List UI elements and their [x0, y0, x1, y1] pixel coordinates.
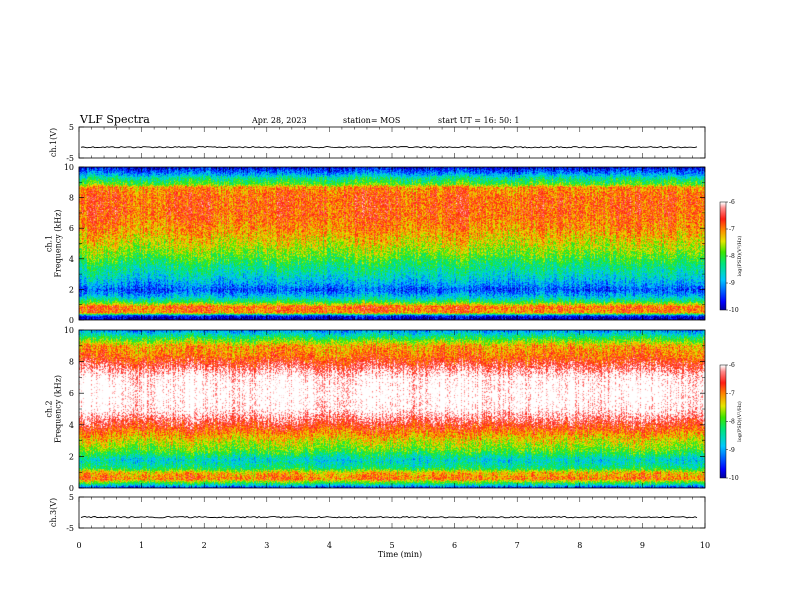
date-label: Apr. 28, 2023: [251, 116, 307, 125]
colorbar-tick-label: -7: [729, 390, 735, 397]
x-tick-label: 1: [139, 541, 144, 550]
y-axis-label: Frequency (kHz): [54, 209, 63, 277]
waveform-line: [80, 145, 698, 149]
x-tick-label: 6: [452, 541, 457, 550]
ch2-spectrogram-panel: 0 2 4 6 8 10 ch.2 Frequency (kHz): [45, 326, 706, 493]
colorbar-tick-label: -7: [729, 226, 735, 233]
colorbar-tick-label: -10: [729, 475, 739, 482]
y-tick-label: 8: [69, 358, 74, 367]
x-tick-label: 4: [327, 541, 332, 550]
y-tick-label: 4: [69, 255, 74, 264]
x-tick-label: 8: [577, 541, 582, 550]
time-axis: 0 1 2 3 4 5 6 7 8 9 10: [76, 541, 710, 550]
y-axis-label: ch.3(V): [49, 498, 58, 527]
x-tick-label: 5: [389, 541, 394, 550]
y-axis-label: ch.1: [45, 235, 54, 252]
colorbar-tick-label: -9: [729, 447, 735, 454]
y-tick-label: 6: [69, 389, 74, 398]
colorbar-tick-label: -9: [729, 280, 735, 287]
ch3-waveform-panel: 5 -5 ch.3(V): [49, 493, 706, 533]
colorbar-tick-label: -10: [729, 307, 739, 314]
ch2-colorbar-gradient: [720, 365, 726, 478]
y-tick-label: 0: [69, 316, 74, 325]
ch1-spectrogram-image: [79, 167, 705, 320]
colorbar-tick-label: -8: [729, 253, 735, 260]
x-tick-label: 10: [700, 541, 710, 550]
station-label: station= MOS: [343, 116, 400, 125]
y-tick-label: 2: [69, 452, 74, 461]
colorbar-tick-label: -6: [729, 199, 735, 206]
x-tick-label: 0: [76, 541, 81, 550]
y-tick-label: 8: [69, 194, 74, 203]
colorbar-tick-label: -8: [729, 419, 735, 426]
colorbar-tick-label: -6: [729, 362, 735, 369]
y-tick-label: -5: [66, 154, 74, 163]
ch1-spectrogram-panel: 0 2 4 6 8 10 ch.1 Frequency (kHz): [45, 163, 706, 325]
ch1-colorbar: -6 -7 -8 -9 -10 log(PSD)(V²/Hz): [719, 199, 743, 314]
y-tick-label: -5: [66, 524, 74, 533]
x-tick-label: 7: [515, 541, 520, 550]
y-tick-label: 10: [64, 163, 74, 172]
ch2-colorbar: -6 -7 -8 -9 -10 log(PSD)(V²/Hz): [719, 362, 743, 482]
y-tick-label: 5: [69, 493, 74, 502]
y-tick-label: 5: [69, 123, 74, 132]
waveform-line: [80, 515, 698, 519]
y-tick-label: 6: [69, 224, 74, 233]
x-axis-label: Time (min): [378, 550, 422, 559]
y-axis-label: ch.2: [45, 400, 54, 417]
figure-title: VLF Spectra: [79, 113, 150, 126]
start-time-label: start UT = 16: 50: 1: [438, 116, 519, 125]
x-tick-label: 3: [264, 541, 269, 550]
y-axis-label: ch.1(V): [49, 128, 58, 157]
colorbar-label: log(PSD)(V²/Hz): [736, 236, 743, 277]
y-tick-label: 4: [69, 421, 74, 430]
x-tick-label: 9: [640, 541, 645, 550]
y-tick-label: 10: [64, 326, 74, 335]
y-tick-label: 2: [69, 285, 74, 294]
ch1-waveform-panel: 5 -5 ch.1(V): [49, 123, 706, 163]
y-tick-label: 0: [69, 484, 74, 493]
colorbar-label: log(PSD)(V²/Hz): [736, 401, 743, 442]
ch1-colorbar-gradient: [720, 202, 726, 310]
ch2-spectrogram-image: [79, 330, 705, 488]
y-axis-label: Frequency (kHz): [54, 375, 63, 443]
x-tick-label: 2: [202, 541, 207, 550]
